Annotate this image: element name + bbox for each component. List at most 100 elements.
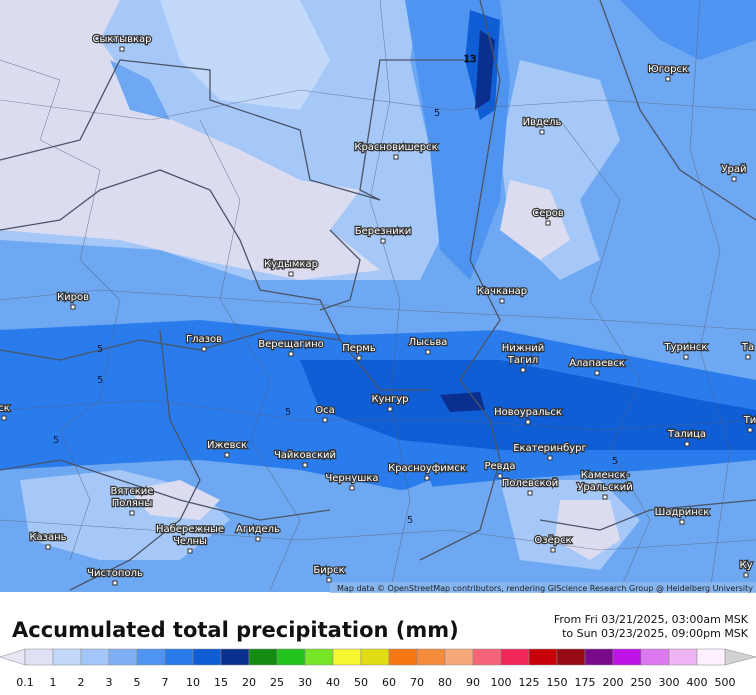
city-dot: [683, 354, 689, 360]
colorbar-segment: [80, 648, 110, 666]
colorbar-label: 40: [326, 676, 340, 689]
city-dot: [527, 490, 533, 496]
city-label: Шадринск: [655, 507, 710, 518]
colorbar-label: 2: [78, 676, 85, 689]
contour-label: 5: [97, 375, 103, 386]
city-dot: [201, 346, 207, 352]
contour-label: 5: [407, 515, 413, 526]
colorbar-segment: [612, 648, 642, 666]
city-label: Новоуральск: [494, 407, 562, 418]
date-from: From Fri 03/21/2025, 03:00am MSK: [554, 613, 749, 626]
city-dot: [255, 536, 261, 542]
city-label: Березники: [355, 226, 411, 237]
city-label: Вятские: [111, 486, 154, 497]
city-dot: [665, 76, 671, 82]
colorbar-segment: [52, 648, 82, 666]
city-dot: [224, 452, 230, 458]
city-label: Ивдель: [523, 117, 562, 128]
colorbar-label: 50: [354, 676, 368, 689]
city-label: Набережные: [156, 524, 224, 535]
city-label: Ревда: [484, 461, 515, 472]
city-dot: [520, 367, 526, 373]
city-label: Нижний: [502, 343, 545, 354]
colorbar-label: 10: [186, 676, 200, 689]
city-label: Агидель: [236, 524, 280, 535]
city-dot: [393, 154, 399, 160]
city-label: Поляны: [112, 498, 152, 509]
contour-label: 5: [53, 435, 59, 446]
city-label: Кудымкар: [264, 259, 318, 270]
under-arrow: [0, 648, 26, 666]
city-dot: [547, 455, 553, 461]
city-label: Ку: [739, 560, 752, 571]
city-dot: [387, 406, 393, 412]
colorbar-segment: [248, 648, 278, 666]
city-dot: [745, 354, 751, 360]
city-label: Красноуфимск: [388, 463, 466, 474]
city-dot: [425, 349, 431, 355]
city-dot: [497, 473, 503, 479]
city-dot: [525, 419, 531, 425]
city-label: Уральский: [577, 482, 632, 493]
city-label: Казань: [29, 532, 66, 543]
colorbar-segment: [192, 648, 222, 666]
colorbar-label: 5: [134, 676, 141, 689]
city-label: Оса: [315, 405, 335, 416]
colorbar-segment: [276, 648, 306, 666]
city-dot: [349, 485, 355, 491]
city-dot: [499, 298, 505, 304]
city-label: Ижевск: [207, 440, 247, 451]
city-label: Екатеринбург: [513, 443, 587, 454]
over-arrow: [724, 648, 756, 666]
colorbar-segment: [360, 648, 390, 666]
city-dot: [550, 547, 556, 553]
city-dot: [539, 129, 545, 135]
colorbar-label: 7: [162, 676, 169, 689]
colorbar-label: 150: [547, 676, 568, 689]
city-dot: [679, 519, 685, 525]
title: Accumulated total precipitation (mm): [12, 618, 459, 642]
colorbar-label: 90: [466, 676, 480, 689]
city-dot: [119, 46, 125, 52]
colorbar-segment: [332, 648, 362, 666]
city-dot: [187, 548, 193, 554]
city-label: Верещагино: [258, 339, 323, 350]
city-label: Красновишерск: [354, 142, 437, 153]
city-dot: [684, 441, 690, 447]
colorbar-label: 175: [575, 676, 596, 689]
colorbar-label: 125: [519, 676, 540, 689]
city-label: Урай: [721, 164, 746, 175]
city-dot: [731, 176, 737, 182]
city-dot: [112, 580, 118, 586]
contour-label: 5: [612, 456, 618, 467]
city-dot: [743, 572, 749, 578]
city-label: Качканар: [477, 286, 527, 297]
city-label: Озёрск: [534, 535, 571, 546]
city-dot: [326, 577, 332, 583]
city-dot: [288, 351, 294, 357]
city-label: Бирск: [313, 565, 344, 576]
city-labels: Сыктывкар Югорск Ивдель Красновишерск Урай Се…: [0, 33, 756, 586]
city-dot: [356, 355, 362, 361]
city-label: Кунгур: [371, 394, 408, 405]
attribution: Map data © OpenStreetMap contributors, r…: [337, 584, 753, 593]
city-label: Челны: [173, 536, 207, 547]
colorbar-segment: [416, 648, 446, 666]
city-label: Тагил: [507, 355, 538, 366]
city-dot: [545, 220, 551, 226]
city-dot: [45, 544, 51, 550]
city-dot: [322, 417, 328, 423]
city-dot: [70, 304, 76, 310]
colorbar: 0.1 1 2 3 5 7 10 15 20 25 30 40 50 60 70 80 90 100 125 150 1…: [0, 648, 756, 689]
colorbar-segment: [388, 648, 418, 666]
colorbar-segment: [164, 648, 194, 666]
contour-label: 5: [434, 108, 440, 119]
city-label: Чистополь: [87, 568, 143, 579]
colorbar-label: 60: [382, 676, 396, 689]
city-label: Серов: [532, 208, 564, 219]
city-dot: [129, 510, 135, 516]
colorbar-segment: [136, 648, 166, 666]
colorbar-segment: [696, 648, 726, 666]
city-dot: [424, 475, 430, 481]
colorbar-label: 1: [50, 676, 57, 689]
